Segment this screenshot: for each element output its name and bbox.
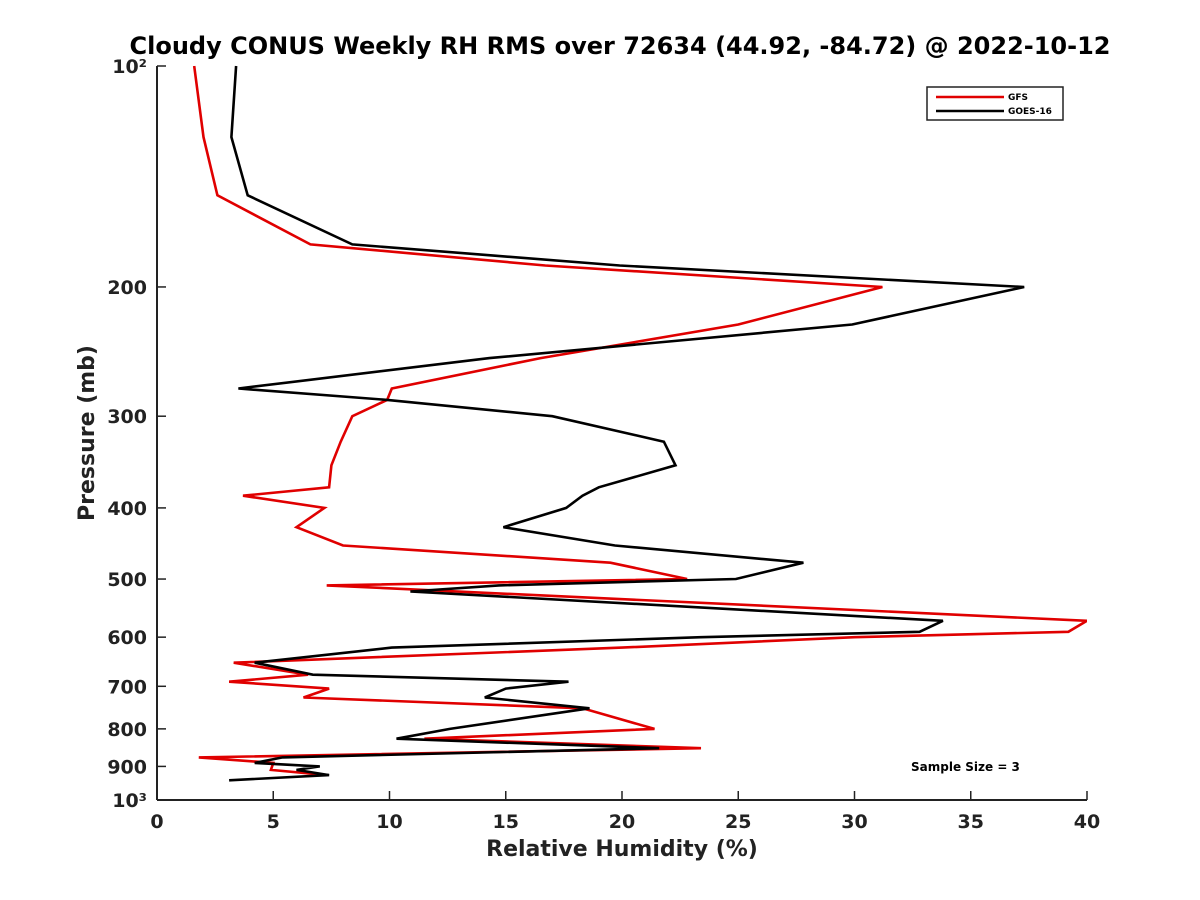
- y-ticks: 10² 200 300 400 500 600 700 800 900 10³: [107, 56, 166, 812]
- x-tick-label: 40: [1074, 811, 1100, 833]
- chart-title: Cloudy CONUS Weekly RH RMS over 72634 (4…: [130, 32, 1111, 60]
- y-tick-label: 300: [107, 406, 147, 428]
- legend: GFS GOES-16: [926, 86, 1064, 121]
- x-ticks: 0 5 10 15 20 25 30 35 40: [150, 791, 1100, 833]
- x-tick-label: 0: [150, 811, 163, 833]
- y-tick-label: 800: [107, 719, 147, 741]
- x-tick-label: 35: [958, 811, 984, 833]
- series-line-gfs: [192, 65, 1087, 777]
- y-tick-label: 200: [107, 277, 147, 299]
- y-tick-label: 600: [107, 627, 147, 649]
- x-axis-label: Relative Humidity (%): [486, 837, 758, 862]
- x-tick-label: 30: [841, 811, 867, 833]
- y-tick-label: 10³: [112, 790, 147, 812]
- series-line-goes-16: [229, 65, 1025, 782]
- x-tick-label: 10: [376, 811, 402, 833]
- legend-label-goes-16: GOES-16: [1008, 107, 1052, 117]
- plot-lines: [192, 65, 1087, 782]
- y-tick-label: 10²: [112, 56, 147, 78]
- x-tick-label: 25: [725, 811, 751, 833]
- y-tick-label: 900: [107, 756, 147, 778]
- y-axis-label: Pressure (mb): [75, 345, 100, 521]
- x-tick-label: 15: [493, 811, 519, 833]
- legend-label-gfs: GFS: [1008, 93, 1028, 103]
- sample-size-annotation: Sample Size = 3: [911, 760, 1020, 774]
- y-tick-label: 400: [107, 498, 147, 520]
- y-tick-label: 500: [107, 569, 147, 591]
- x-tick-label: 20: [609, 811, 635, 833]
- legend-box: [926, 86, 1064, 121]
- y-tick-label: 700: [107, 676, 147, 698]
- x-tick-label: 5: [267, 811, 280, 833]
